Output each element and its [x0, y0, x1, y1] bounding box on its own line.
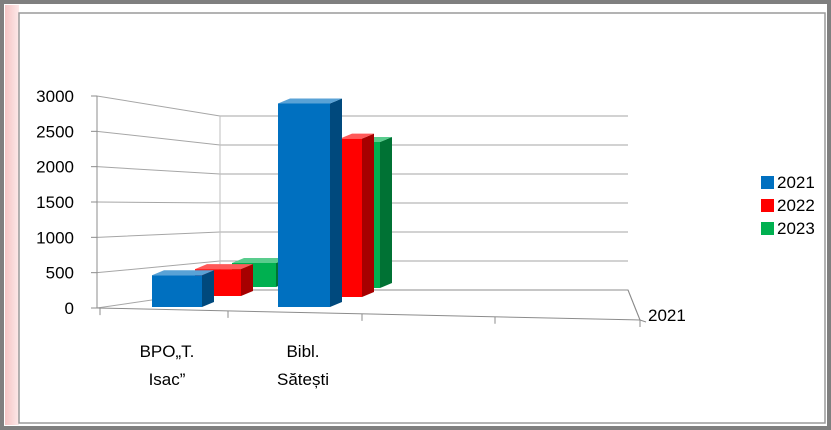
- legend-label: 2021: [777, 173, 815, 192]
- bar-side-2022-0: [241, 264, 253, 296]
- legend-swatch-2022: [761, 199, 774, 212]
- pink-edge: [5, 5, 19, 425]
- bar-top-2022-1: [340, 133, 374, 139]
- x-category-label: BPO„T.: [140, 342, 195, 361]
- bar-side-2021-1: [330, 98, 342, 307]
- bar-top-2022-0: [195, 264, 253, 270]
- y-tick-label: 2000: [36, 158, 74, 177]
- bars: [152, 98, 392, 307]
- y-tick-label: 1000: [36, 228, 74, 247]
- y-tick-label: 0: [65, 299, 74, 318]
- bar-side-2023-1: [380, 136, 392, 288]
- bar-top-2023-0: [232, 257, 288, 263]
- legend-label: 2023: [777, 219, 815, 238]
- x-category-label: Isac”: [149, 370, 186, 389]
- legend-swatch-2023: [761, 222, 774, 235]
- bar-2021-1: [278, 103, 330, 307]
- depth-tick: [639, 319, 647, 323]
- depth-axis-label: 2021: [648, 306, 686, 325]
- bar-2021-0: [152, 275, 202, 307]
- x-category-label: Bibl.: [286, 342, 319, 361]
- legend-label: 2022: [777, 196, 815, 215]
- legend-swatch-2021: [761, 176, 774, 189]
- y-tick-label: 500: [46, 264, 74, 283]
- x-axis: BPO„T. Isac” Bibl. Sătești 2021: [99, 289, 686, 389]
- bar-2022-1: [340, 138, 362, 297]
- bar-side-2021-0: [202, 270, 214, 307]
- bar-top-2021-0: [152, 270, 214, 276]
- bar-top-2021-1: [278, 98, 342, 104]
- x-category-label: Sătești: [277, 370, 329, 389]
- inner-border: [18, 12, 826, 424]
- legend: 2021 2022 2023: [761, 173, 815, 238]
- y-tick-label: 3000: [36, 87, 74, 106]
- bar-side-2022-1: [362, 133, 374, 297]
- y-tick-label: 2500: [36, 122, 74, 141]
- y-tick-label: 1500: [36, 193, 74, 212]
- depth-axis-line: [627, 289, 641, 321]
- y-axis-ticks: 0 500 1000 1500 2000 2500 3000: [36, 87, 97, 318]
